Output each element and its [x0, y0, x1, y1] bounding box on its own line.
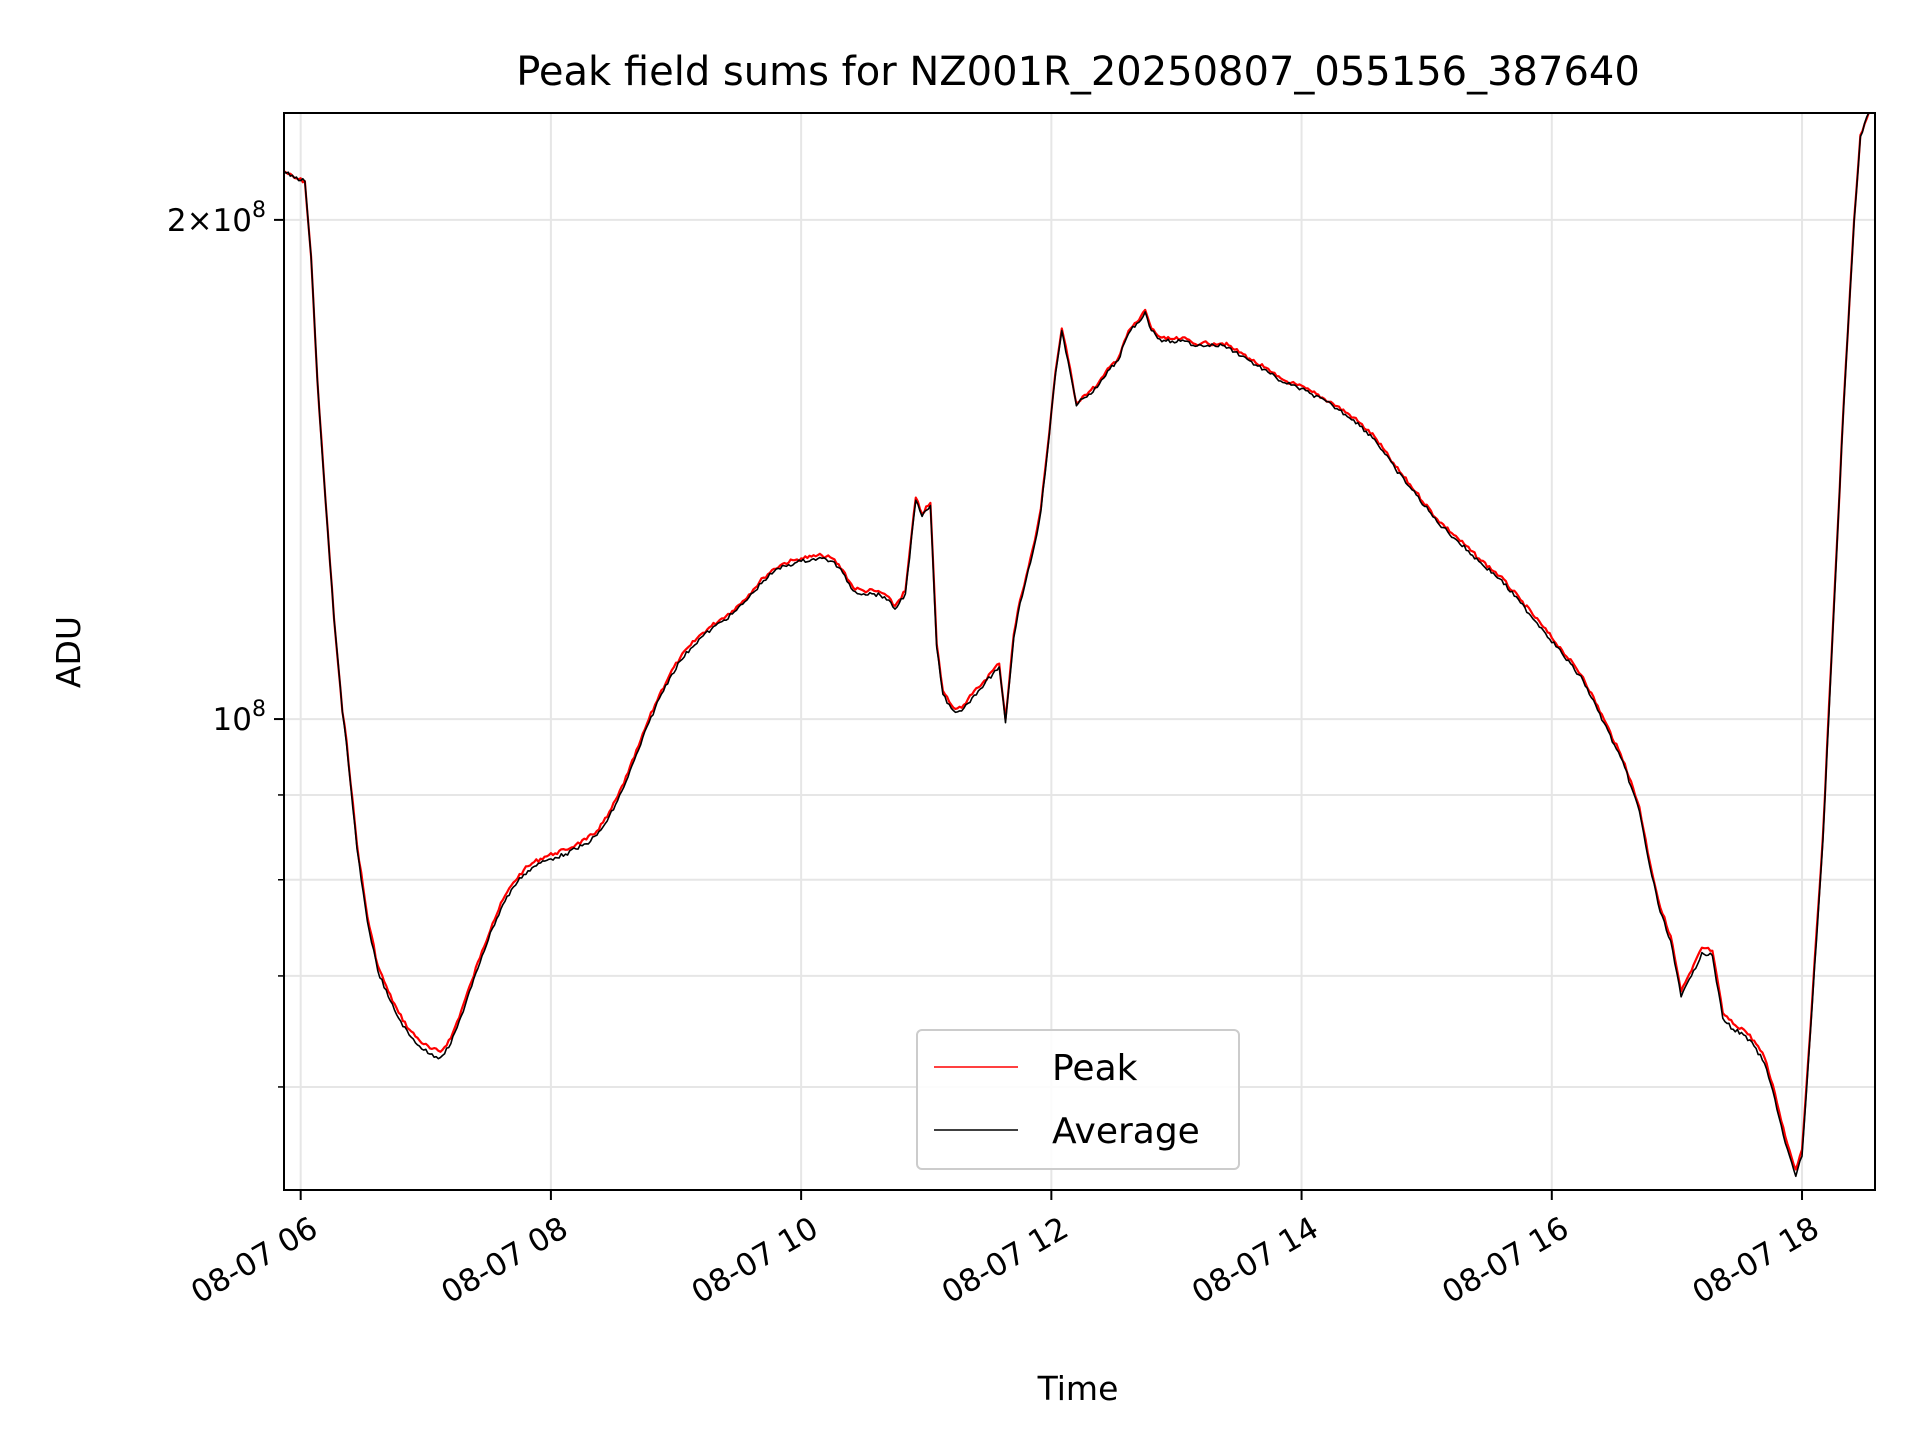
legend-label-peak: Peak [1052, 1048, 1138, 1089]
y-tick-label: 2×108 [167, 198, 266, 239]
legend: Peak Average [916, 1029, 1240, 1170]
y-axis: 108 2×108 [167, 198, 284, 1088]
legend-box [916, 1029, 1240, 1170]
plot-area-frame [283, 112, 1876, 1191]
chart-title: Peak field sums for NZ001R_20250807_0551… [516, 49, 1640, 95]
plot-lines [284, 113, 1870, 1178]
y-tick-label: 108 [213, 697, 266, 738]
x-axis-title: Time [1037, 1369, 1119, 1408]
series-line-average [284, 113, 1870, 1178]
legend-label-average: Average [1052, 1111, 1200, 1152]
y-axis-title: ADU [49, 616, 88, 688]
